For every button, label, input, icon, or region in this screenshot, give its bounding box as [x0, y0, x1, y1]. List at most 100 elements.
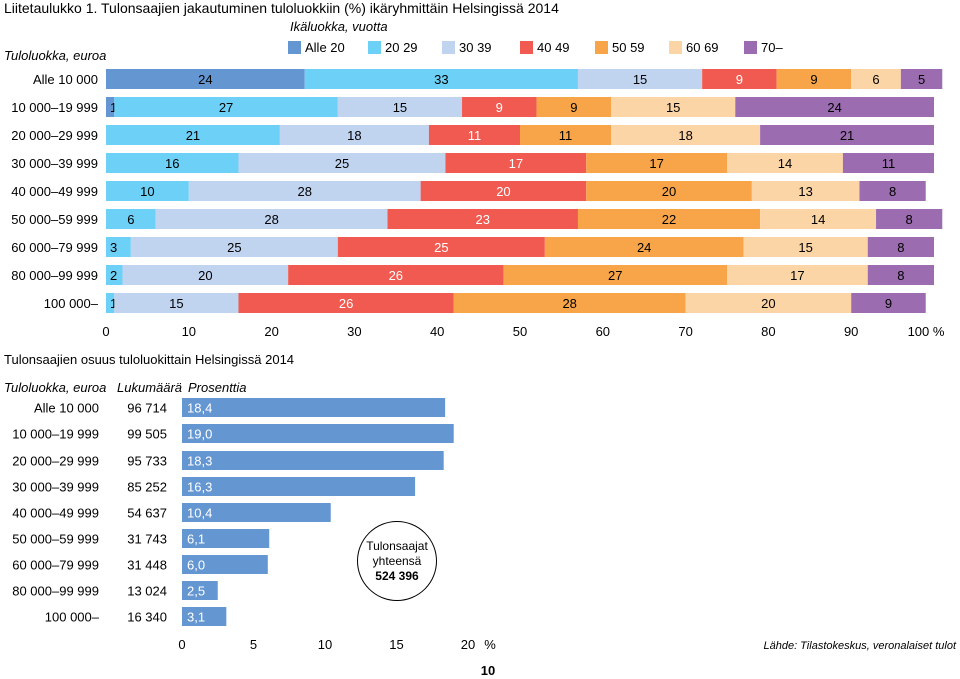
bar-segment	[114, 293, 239, 313]
segment-value-label: 26	[339, 296, 353, 311]
segment-value-label: 6	[872, 72, 879, 87]
bar-segment	[842, 153, 934, 173]
column-header: Prosenttia	[188, 380, 247, 395]
segment-value-label: 15	[633, 72, 647, 87]
share-value-label: 19,0	[187, 427, 212, 442]
segment-value-label: 27	[608, 268, 622, 283]
segment-value-label: 5	[918, 72, 925, 87]
segment-value-label: 8	[897, 240, 904, 255]
bar-segment	[188, 181, 421, 201]
bar-segment	[106, 181, 189, 201]
segment-value-label: 24	[198, 72, 212, 87]
segment-value-label: 1	[110, 296, 117, 311]
share-bar	[182, 451, 444, 470]
row-label: 40 000–49 999	[11, 184, 98, 199]
row-count: 13 024	[127, 584, 167, 599]
legend-swatch	[442, 41, 455, 54]
bar-segment	[735, 97, 934, 117]
share-value-label: 16,3	[187, 480, 212, 495]
share-bar	[182, 607, 227, 626]
total-label-line2: yhteensä	[372, 553, 422, 568]
page-number: 10	[480, 663, 496, 678]
legend-swatch	[288, 41, 301, 54]
share-bar	[182, 424, 454, 443]
bar-segment	[428, 125, 520, 145]
share-bar	[182, 398, 446, 417]
row-label: 50 000–59 999	[12, 532, 99, 547]
segment-value-label: 9	[810, 72, 817, 87]
share-bar	[182, 555, 268, 574]
segment-value-label: 25	[335, 156, 349, 171]
row-label: 80 000–99 999	[12, 584, 99, 599]
figure-title: Liitetaulukko 1. Tulonsaajien jakautumin…	[4, 0, 559, 16]
column-header: Tuloluokka, euroa	[4, 380, 106, 395]
row-count: 31 448	[127, 558, 167, 573]
bar-segment	[751, 181, 860, 201]
segment-value-label: 18	[678, 128, 692, 143]
share-bar	[182, 529, 270, 548]
second-chart-title: Tulonsaajien osuus tuloluokittain Helsin…	[4, 352, 295, 367]
bar-segment	[536, 97, 612, 117]
segment-value-label: 11	[882, 156, 896, 171]
bar-segment	[114, 97, 338, 117]
segment-value-label: 8	[897, 268, 904, 283]
bar-segment	[743, 237, 868, 257]
bar-segment	[586, 181, 752, 201]
segment-value-label: 9	[570, 100, 577, 115]
share-value-label: 6,1	[187, 532, 205, 547]
bar-segment	[106, 293, 115, 313]
segment-value-label: 3	[110, 240, 117, 255]
segment-value-label: 24	[827, 100, 841, 115]
segment-value-label: 9	[736, 72, 743, 87]
segment-value-label: 15	[393, 100, 407, 115]
x-tick-label: 30	[347, 324, 361, 339]
bar-segment	[238, 153, 446, 173]
share-value-label: 10,4	[187, 506, 212, 521]
legend-swatch	[595, 41, 608, 54]
stacked-bar-chart: Ikäluokka, vuotta Tuloluokka, euroa Alle 2…	[4, 19, 945, 339]
segment-value-label: 27	[219, 100, 233, 115]
bar-segment	[760, 125, 934, 145]
bar-segment	[851, 69, 901, 89]
x-tick-label: 40	[430, 324, 444, 339]
share-bar	[182, 477, 416, 496]
row-label: 30 000–39 999	[12, 480, 99, 495]
row-label: 10 000–19 999	[12, 427, 99, 442]
legend-label: 20 29	[385, 40, 418, 55]
share-value-label: 18,4	[187, 401, 212, 416]
bar-segment	[453, 293, 686, 313]
row-label: Alle 10 000	[34, 401, 99, 416]
bar-segment	[106, 237, 131, 257]
segment-value-label: 25	[227, 240, 241, 255]
bar-segment	[867, 237, 934, 257]
segment-value-label: 25	[434, 240, 448, 255]
row-label: 40 000–49 999	[12, 506, 99, 521]
bar-segment	[304, 69, 578, 89]
bar-segment	[859, 181, 926, 201]
x-tick-label: 0	[102, 324, 109, 339]
bar-segment	[155, 209, 388, 229]
x-tick-label: 90	[844, 324, 858, 339]
x-tick-label: 5	[250, 637, 257, 652]
share-value-label: 6,0	[187, 558, 205, 573]
bar-segment	[106, 209, 156, 229]
x-tick-label: 15	[389, 637, 403, 652]
legend-label: 50 59	[612, 40, 645, 55]
bar-segment	[238, 293, 454, 313]
bar-segment	[288, 265, 504, 285]
bar-segment	[337, 237, 545, 257]
bar-segment	[544, 237, 744, 257]
segment-value-label: 11	[559, 128, 573, 143]
segment-value-label: 24	[637, 240, 651, 255]
segment-value-label: 8	[889, 184, 896, 199]
share-value-label: 18,3	[187, 454, 212, 469]
segment-value-label: 22	[662, 212, 676, 227]
x-tick-label: 10	[182, 324, 196, 339]
bar-segment	[122, 265, 289, 285]
bar-segment	[106, 125, 280, 145]
row-label: 100 000–	[44, 296, 99, 311]
bar-segment	[106, 97, 115, 117]
row-header: Tuloluokka, euroa	[4, 48, 106, 63]
bar-segment	[106, 69, 305, 89]
row-count: 99 505	[127, 427, 167, 442]
